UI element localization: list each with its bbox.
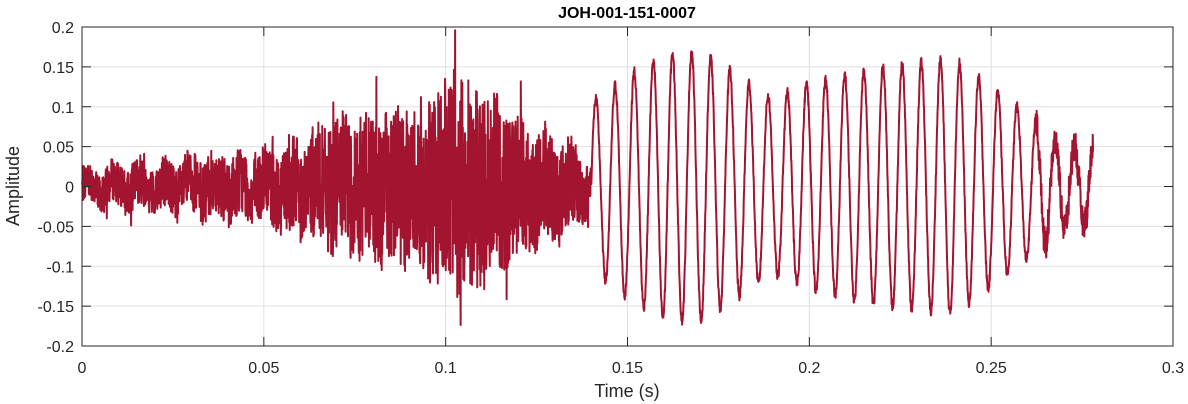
x-tick-label: 0 [78, 360, 87, 377]
x-tick-label: 0.3 [1162, 360, 1184, 377]
x-tick-label: 0.2 [798, 360, 820, 377]
y-tick-label: 0.2 [52, 20, 74, 37]
y-tick-label: 0.1 [52, 100, 74, 117]
signal-series [81, 29, 1094, 327]
y-tick-label: -0.05 [38, 219, 75, 236]
y-tick-label: 0.15 [43, 60, 74, 77]
signal-line [81, 29, 1094, 327]
x-tick-label: 0.1 [435, 360, 457, 377]
x-tick-label: 0.25 [976, 360, 1007, 377]
y-tick-label: -0.2 [46, 339, 74, 356]
x-axis-ticks: 0 0.05 0.1 0.15 0.2 0.25 0.3 [78, 27, 1184, 377]
y-axis-label: Amplitude [3, 146, 23, 226]
y-tick-label: 0.05 [43, 140, 74, 157]
x-tick-label: 0.05 [248, 360, 279, 377]
y-tick-label: 0 [65, 180, 74, 197]
x-tick-label: 0.15 [612, 360, 643, 377]
x-axis-label: Time (s) [594, 381, 659, 401]
y-tick-label: -0.15 [38, 299, 75, 316]
chart-title: JOH-001-151-0007 [558, 5, 696, 22]
y-tick-label: -0.1 [46, 259, 74, 276]
y-axis-ticks: 0.2 0.15 0.1 0.05 0 -0.05 -0.1 -0.15 -0.2 [38, 20, 1173, 356]
